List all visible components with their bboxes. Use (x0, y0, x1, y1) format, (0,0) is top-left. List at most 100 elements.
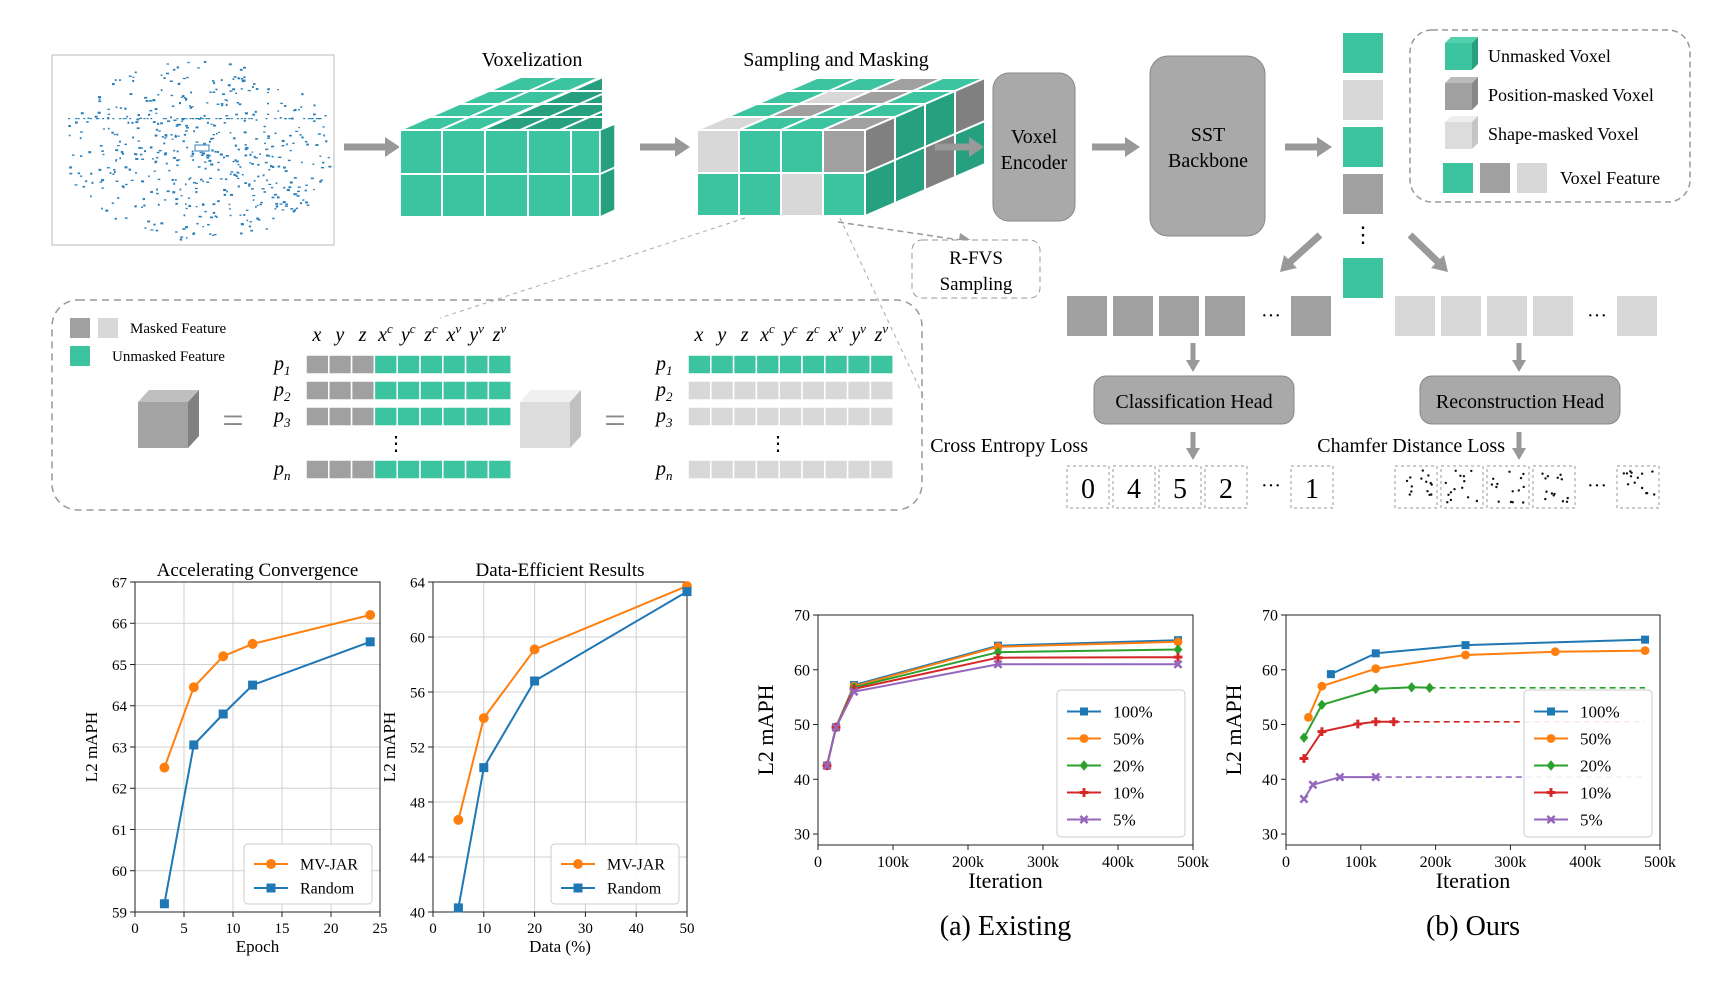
point-cloud-dot (94, 115, 98, 118)
recon-point (1633, 481, 1636, 484)
inset-col-sup: c (814, 321, 820, 336)
inset-cell (846, 354, 872, 375)
point-cloud-dot (172, 191, 176, 194)
point-cloud-dot (243, 76, 246, 79)
point-cloud-dot (255, 206, 257, 208)
data-point (1371, 664, 1381, 674)
point-cloud-dot (294, 193, 298, 195)
point-cloud-dot (209, 177, 213, 179)
point-cloud-dot (282, 201, 286, 204)
recon-point (1550, 492, 1554, 495)
point-cloud-dot (315, 144, 319, 146)
inset-cell (305, 459, 330, 480)
inset-row-sub: 1 (284, 363, 291, 378)
inset-col-header: yv (849, 321, 866, 346)
voxelized-cube-top (430, 76, 690, 131)
data-point (1308, 780, 1318, 790)
y-tick-label: 70 (1262, 608, 1278, 625)
data-point (1173, 659, 1183, 669)
sst-line1: SST (1191, 124, 1225, 146)
data-point (1547, 707, 1555, 716)
point-cloud-dot (207, 223, 210, 226)
point-cloud-dot (313, 113, 316, 116)
data-point (1173, 644, 1183, 655)
ego-vehicle (194, 144, 210, 152)
y-tick-label: 60 (112, 864, 127, 880)
point-cloud-dot (195, 141, 199, 143)
point-cloud-dot (150, 229, 154, 231)
data-point (1353, 719, 1363, 729)
point-cloud-dot (122, 186, 125, 189)
inset-cell (464, 406, 490, 427)
point-cloud-dot (248, 183, 251, 186)
point-cloud-dot (304, 189, 307, 192)
series-line (1303, 720, 1394, 760)
point-cloud-dot (274, 118, 277, 120)
inset-col-header: y (333, 324, 344, 346)
point-cloud-dot (195, 191, 198, 194)
data-point (1425, 682, 1435, 694)
point-cloud-dot (191, 150, 194, 153)
point-cloud-dot (281, 139, 285, 143)
point-cloud-dot (259, 153, 261, 155)
point-cloud-dot (223, 122, 226, 124)
point-cloud-dot (208, 155, 211, 157)
legend-unmasked-voxel-icon (1445, 37, 1478, 70)
inset-col-header: x (694, 324, 704, 346)
point-cloud-dot (236, 160, 239, 163)
data-point (1317, 699, 1327, 711)
class-output-row: 0 4 5 2 ··· 1 (1066, 465, 1334, 509)
point-cloud-dot (212, 80, 215, 82)
recon-point (1556, 476, 1559, 479)
point-cloud-dot (245, 209, 249, 212)
data-point (573, 859, 583, 869)
point-cloud-dot (161, 136, 165, 138)
point-cloud-dot (229, 193, 234, 196)
recon-point (1566, 496, 1569, 500)
recon-point (1559, 473, 1562, 476)
series-line (457, 585, 688, 821)
inset-cell (396, 354, 421, 375)
point-cloud-dot (152, 99, 156, 101)
point-cloud-dot (84, 180, 88, 183)
inset-legend-unmasked (70, 346, 90, 366)
point-cloud-dot (165, 118, 167, 120)
y-tick-label: 60 (410, 630, 425, 646)
series-line (457, 590, 688, 909)
inset-cell (350, 354, 376, 375)
point-cloud-dot (176, 123, 180, 126)
point-cloud-dot (213, 82, 216, 85)
point-cloud-dot (283, 166, 286, 169)
point-cloud-dot (320, 167, 325, 169)
inset-equals-2: = (604, 400, 625, 442)
point-cloud-dot (299, 134, 302, 136)
point-cloud-dot (153, 170, 156, 172)
recon-point (1454, 469, 1457, 472)
y-tick-label: 64 (112, 699, 128, 715)
point-cloud-dot (319, 180, 322, 183)
point-cloud-dot (244, 182, 248, 184)
point-cloud-dot (113, 133, 116, 136)
point-cloud-dot (204, 210, 207, 213)
inset-cell (464, 459, 490, 480)
point-cloud-dot (178, 123, 181, 126)
point-cloud-dot (140, 117, 142, 119)
point-cloud-dot (239, 68, 243, 71)
class-output-ellipsis: ··· (1261, 475, 1281, 497)
point-cloud-dot (194, 187, 198, 190)
point-cloud-dot (244, 148, 248, 151)
inset-row-label: p2 (654, 379, 673, 404)
legend-label: 5% (1113, 810, 1136, 829)
point-cloud-dot (90, 118, 92, 120)
recon-point (1463, 480, 1466, 483)
rfvs-box (911, 239, 1041, 299)
point-cloud-dot (252, 85, 254, 89)
point-cloud-dot (129, 93, 133, 96)
point-cloud-dot (200, 178, 203, 181)
point-cloud-dot (86, 121, 89, 123)
voxel-legend-box (1409, 29, 1691, 203)
data-point (993, 647, 1003, 658)
point-cloud-dot (179, 238, 183, 241)
y-tick-label: 30 (794, 827, 810, 844)
point-cloud-dot (279, 117, 282, 119)
